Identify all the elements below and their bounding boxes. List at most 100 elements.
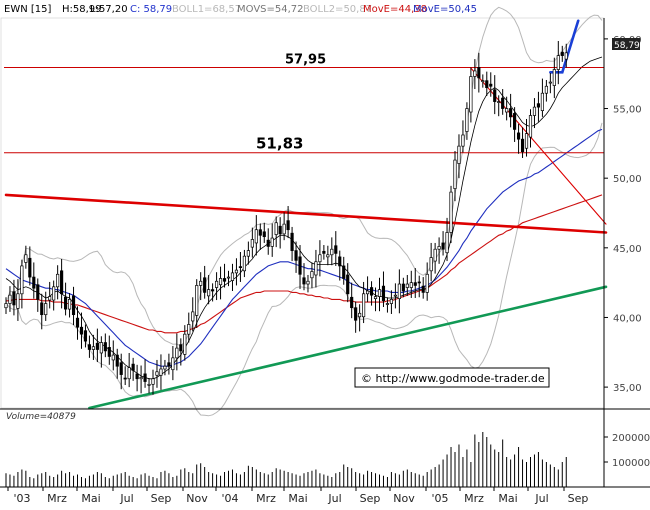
candle-body <box>207 289 211 297</box>
candle-body <box>524 133 529 149</box>
candle-body <box>397 283 401 300</box>
candle-body <box>203 277 207 293</box>
candle-body <box>8 294 12 304</box>
candle-body <box>528 115 533 138</box>
candle-body <box>369 287 374 296</box>
candle-body <box>52 286 56 301</box>
ma-slow-line <box>6 194 603 334</box>
candle-body <box>381 285 386 302</box>
candle-body <box>429 257 433 272</box>
price-panel: 57,95 51,83 <box>0 6 608 417</box>
candle-body <box>16 293 20 309</box>
candle-body <box>131 363 135 371</box>
candle-body <box>139 377 143 380</box>
x-tick-label: Mrz <box>256 492 276 505</box>
candle-body <box>453 159 457 189</box>
x-tick-label: Mrz <box>464 492 484 505</box>
candle-body <box>358 312 362 318</box>
y-tick-label: 50,00 <box>613 174 642 185</box>
candle-body <box>91 346 95 350</box>
candle-body <box>365 290 370 295</box>
header-close: C: 58,79 <box>130 4 172 15</box>
candle-body <box>115 354 119 367</box>
candle-body <box>226 276 231 279</box>
candle-body <box>362 293 366 318</box>
price-badge <box>612 38 640 50</box>
candle-body <box>155 371 159 376</box>
candle-body <box>266 239 270 247</box>
volume-tick-label: 100000 <box>612 458 650 469</box>
candle-body <box>314 261 318 276</box>
candle-body <box>4 303 8 309</box>
candle-body <box>322 250 326 254</box>
candle-body <box>171 357 175 371</box>
candle-body <box>350 296 354 309</box>
candle-body <box>509 108 513 118</box>
candle-body <box>417 281 421 284</box>
candle-body <box>99 342 103 354</box>
candle-body <box>433 248 437 262</box>
x-tick-label: Mrz <box>47 492 67 505</box>
candle-body <box>469 76 473 113</box>
candle-body <box>119 362 123 375</box>
candle-body <box>238 266 243 268</box>
candle-body <box>409 282 413 288</box>
candle-body <box>107 347 111 357</box>
candle-body <box>465 108 469 132</box>
candle-body <box>44 303 48 316</box>
candle-body <box>294 250 298 261</box>
candle-body <box>449 191 453 233</box>
candle-body <box>135 373 139 380</box>
x-tick-label: Nov <box>186 492 208 505</box>
candle-body <box>71 295 76 316</box>
candle-body <box>564 52 568 60</box>
candle-body <box>20 265 24 295</box>
candle-body <box>28 257 32 278</box>
x-tick-label: '05 <box>431 492 448 505</box>
candle-body <box>127 367 131 380</box>
candle-body <box>159 368 163 376</box>
candle-body <box>270 237 274 247</box>
candle-body <box>544 85 548 94</box>
candle-body <box>401 283 405 292</box>
candle-body <box>413 282 417 286</box>
x-tick-label: Jul <box>119 492 133 505</box>
candle-body <box>103 342 107 352</box>
level-label: 57,95 <box>285 52 326 67</box>
candle-body <box>310 271 314 279</box>
candle-body <box>302 277 306 285</box>
candle-body <box>552 69 556 86</box>
x-tick-label: Mai <box>288 492 307 505</box>
volume-label: Volume=40879 <box>6 412 76 422</box>
header-move2: MovE=50,45 <box>413 4 477 15</box>
candle-body <box>493 89 497 102</box>
candle-body <box>513 113 517 130</box>
y-tick-label: 55,00 <box>613 105 642 116</box>
candle-body <box>64 296 68 310</box>
candle-body <box>222 278 227 282</box>
candle-body <box>548 81 552 84</box>
candle-body <box>298 256 302 275</box>
candle-body <box>334 245 338 254</box>
candle-body <box>354 307 358 321</box>
level-label: 51,83 <box>256 135 303 153</box>
candle-body <box>40 302 44 316</box>
candle-body <box>163 365 167 370</box>
x-tick-label: Sep <box>568 492 589 505</box>
candle-body <box>330 248 334 256</box>
candle-body <box>234 269 239 274</box>
candle-body <box>79 326 84 335</box>
candle-body <box>24 254 28 263</box>
candle-body <box>147 383 151 386</box>
candle-body <box>199 280 203 286</box>
candle-body <box>389 299 393 304</box>
header-boll2: BOLL2=50,87 <box>303 4 372 15</box>
candle-body <box>250 239 254 248</box>
candle-body <box>75 317 80 328</box>
y-tick-label: 45,00 <box>613 244 642 255</box>
candle-body <box>218 278 223 286</box>
candle-body <box>338 256 342 267</box>
candle-body <box>195 285 199 316</box>
